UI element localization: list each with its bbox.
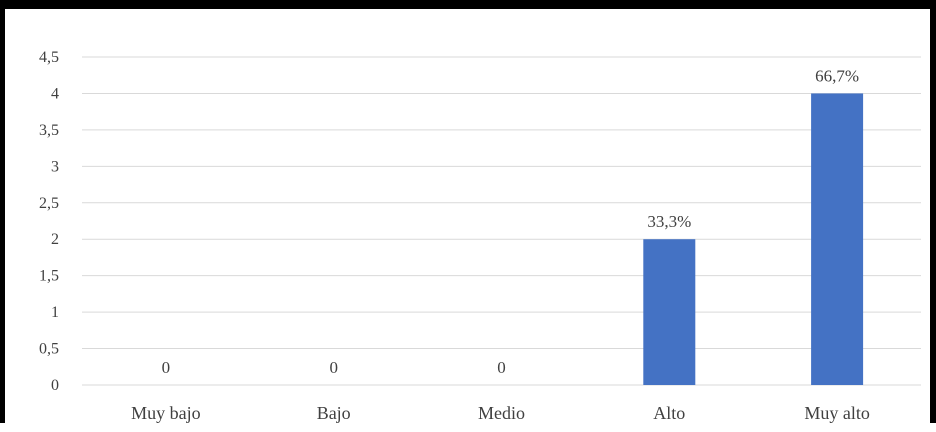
y-axis-ticks: 0 0,5 1 1,5 2 2,5 3 3,5 4 4,5 — [39, 49, 59, 394]
x-category-label: Bajo — [317, 403, 351, 423]
y-tick-label: 3 — [51, 158, 59, 175]
data-label: 0 — [329, 358, 338, 377]
x-category-label: Muy alto — [804, 403, 870, 423]
data-label: 66,7% — [815, 66, 859, 85]
chart-frame: 0 0,5 1 1,5 2 2,5 3 3,5 4 4,5 0 0 0 33,3% 66,7% Muy b… — [0, 0, 936, 423]
y-tick-label: 2,5 — [39, 195, 59, 212]
data-label: 33,3% — [647, 212, 691, 231]
x-axis-categories: Muy bajo Bajo Medio Alto Muy alto — [131, 403, 870, 423]
y-tick-label: 1 — [51, 304, 59, 321]
gridlines — [82, 56, 921, 386]
bar — [643, 239, 696, 385]
data-labels: 0 0 0 33,3% 66,7% — [162, 66, 859, 377]
x-category-label: Medio — [478, 403, 525, 423]
bar-chart: 0 0,5 1 1,5 2 2,5 3 3,5 4 4,5 0 0 0 33,3% 66,7% Muy b… — [39, 49, 921, 423]
x-category-label: Muy bajo — [131, 403, 201, 423]
y-tick-label: 0 — [51, 377, 59, 394]
y-tick-label: 3,5 — [39, 122, 59, 139]
bars — [643, 93, 864, 385]
y-tick-label: 0,5 — [39, 341, 59, 358]
y-tick-label: 4 — [51, 85, 59, 102]
y-tick-label: 4,5 — [39, 49, 59, 66]
x-category-label: Alto — [653, 403, 685, 423]
data-label: 0 — [497, 358, 506, 377]
data-label: 0 — [162, 358, 171, 377]
y-tick-label: 2 — [51, 231, 59, 248]
bar — [811, 93, 864, 385]
y-tick-label: 1,5 — [39, 268, 59, 285]
